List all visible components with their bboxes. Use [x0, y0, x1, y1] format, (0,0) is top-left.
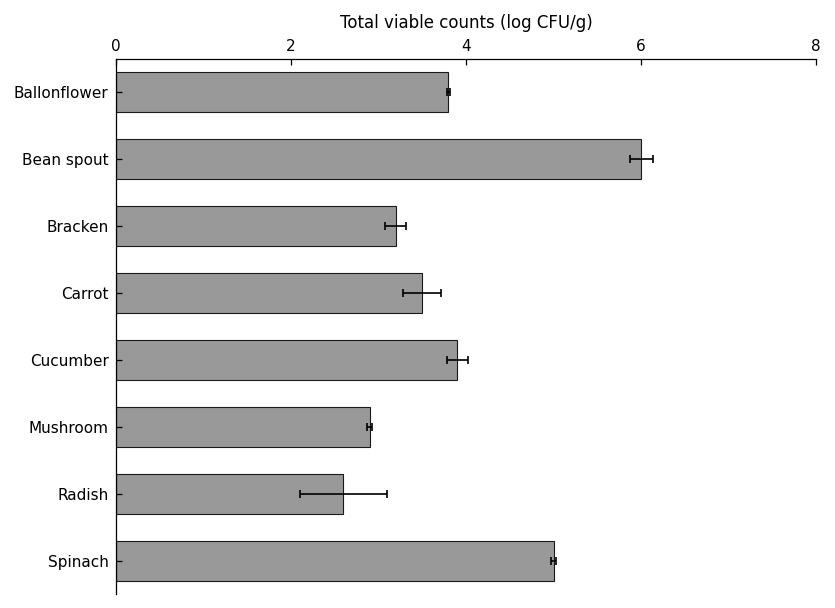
X-axis label: Total viable counts (log CFU/g): Total viable counts (log CFU/g) — [340, 14, 592, 32]
Bar — [115, 206, 396, 246]
Bar — [115, 139, 641, 179]
Bar — [115, 407, 370, 447]
Bar — [115, 273, 423, 313]
Bar — [115, 541, 554, 581]
Bar — [115, 72, 448, 112]
Bar — [115, 340, 458, 380]
Bar — [115, 474, 343, 514]
